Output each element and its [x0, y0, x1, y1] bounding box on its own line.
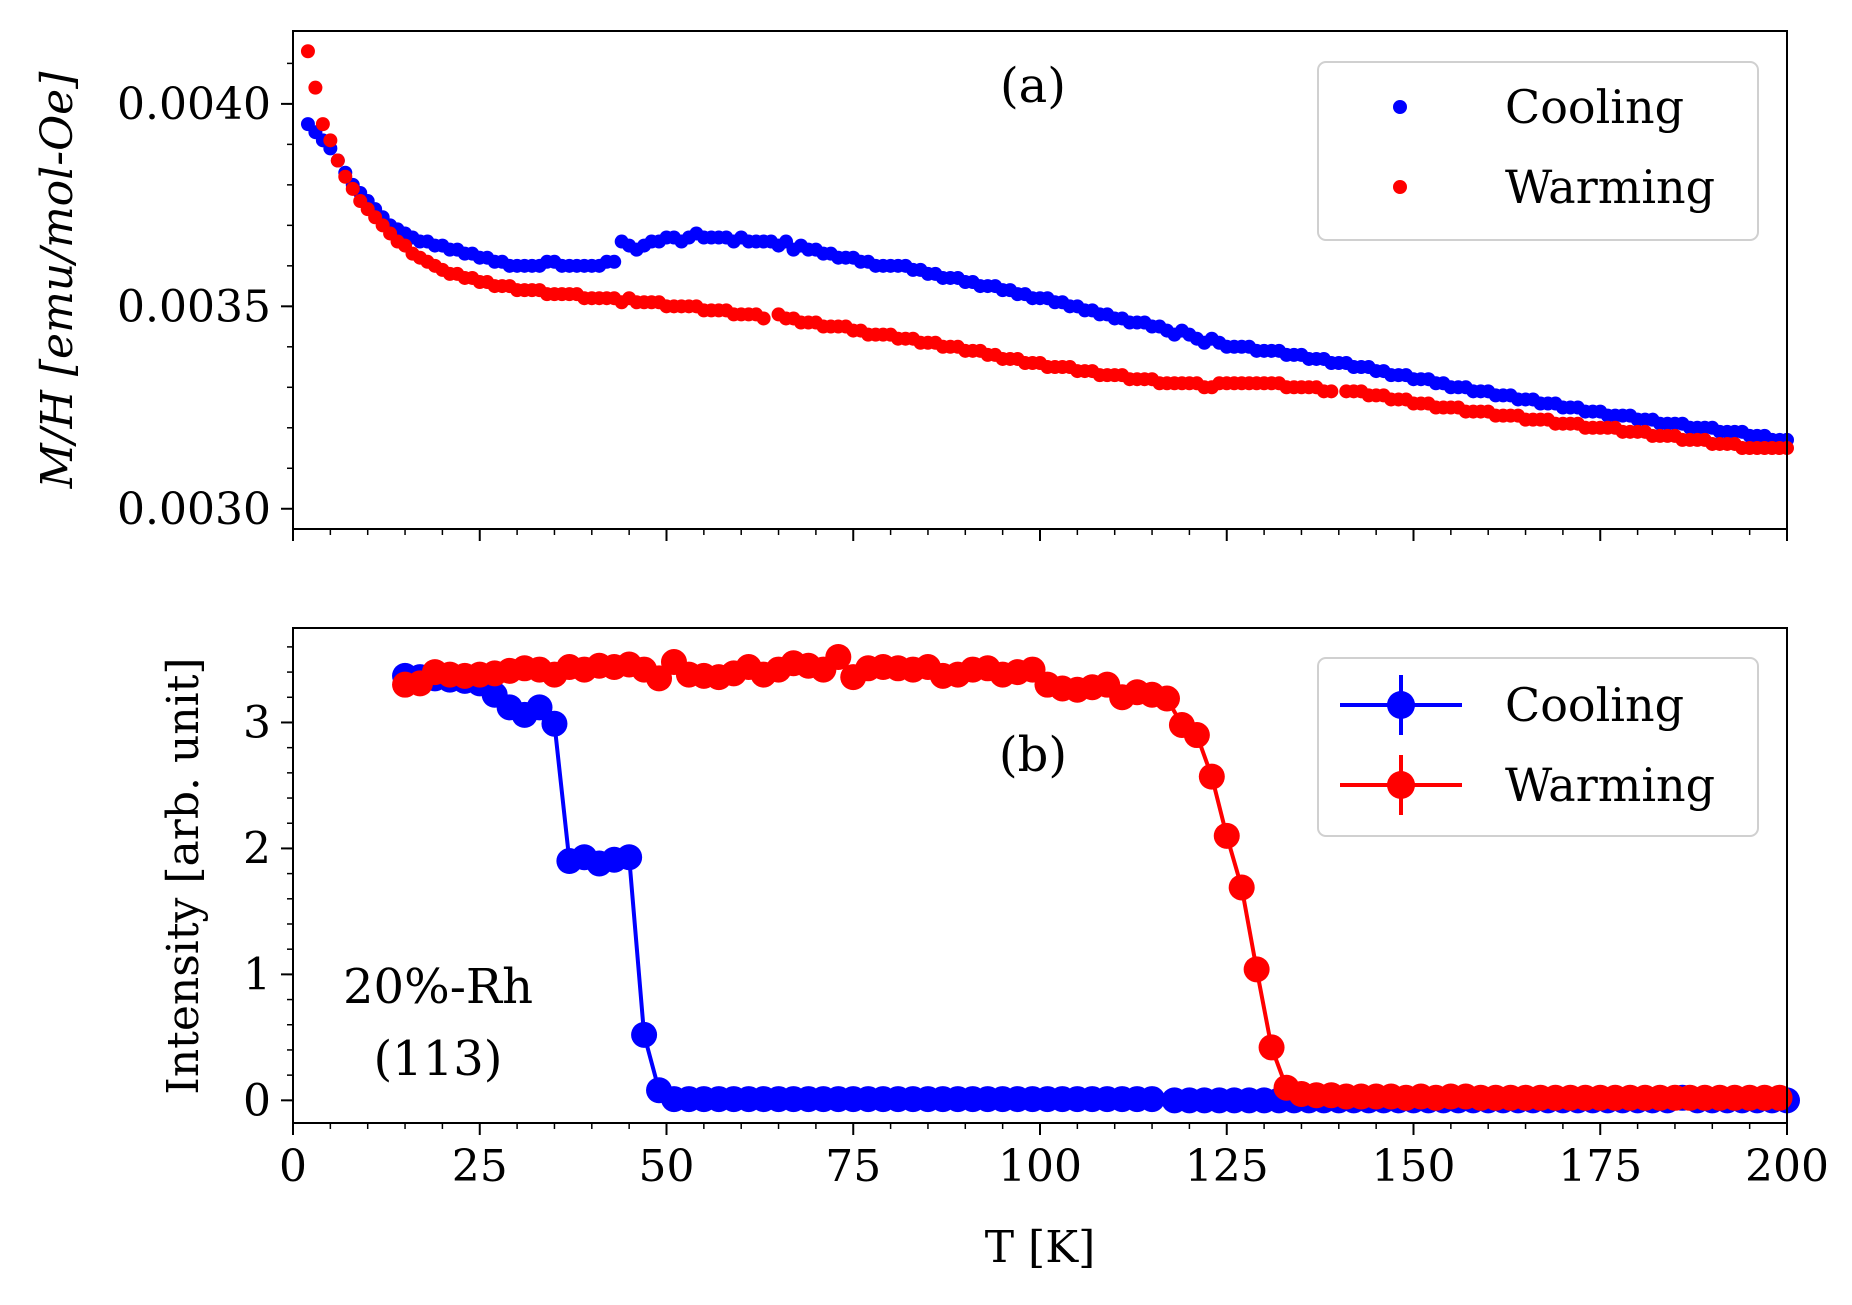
sample-annotation-composition: 20%-Rh	[343, 959, 533, 1015]
data-point-warming	[825, 643, 852, 670]
panel-b-legend-cooling: Cooling	[1505, 678, 1684, 732]
panel-a-label: (a)	[1000, 58, 1066, 114]
panel-b-frame	[292, 627, 1788, 1124]
panel-b-legend-box	[1317, 657, 1759, 837]
panel-a-legend-marker-warming	[1393, 180, 1407, 194]
y-tick-label: 1	[243, 949, 271, 1000]
x-tick-label: 75	[825, 1141, 881, 1192]
panel-a-y-axis-label: M/H [emu/mol-Oe]	[32, 71, 83, 490]
x-axis-label: T [K]	[985, 1222, 1096, 1273]
panel-a-data-points	[300, 44, 1794, 456]
data-point-warming	[1183, 722, 1210, 749]
data-point-warming	[330, 153, 345, 168]
data-point-cooling	[616, 844, 643, 871]
panel-a-legend-cooling: Cooling	[1505, 80, 1684, 134]
data-point-warming	[1198, 763, 1225, 790]
y-tick-label: 0.0040	[117, 79, 271, 130]
panel-a-frame	[292, 30, 1788, 530]
data-point-warming	[1766, 1084, 1793, 1111]
panel-b-ticks: 0 25 50 75 100 125 150 175 200 0 1 2 3	[243, 646, 1829, 1192]
data-point-warming	[756, 311, 771, 326]
y-tick-label: 2	[243, 823, 271, 874]
panel-b-y-axis-label: Intensity [arb. unit]	[158, 657, 209, 1094]
data-point-warming	[1213, 822, 1240, 849]
data-point-cooling	[607, 254, 622, 269]
panel-a-legend-box	[1317, 61, 1759, 241]
x-tick-label: 175	[1558, 1141, 1642, 1192]
data-point-warming	[323, 133, 338, 148]
data-point-warming	[345, 181, 360, 196]
data-point-warming	[1324, 384, 1339, 399]
data-point-cooling	[541, 710, 568, 737]
x-tick-label: 0	[279, 1141, 307, 1192]
data-point-warming	[315, 117, 330, 132]
data-point-warming	[338, 169, 353, 184]
data-point-cooling	[631, 1021, 658, 1048]
x-tick-label: 125	[1185, 1141, 1269, 1192]
panel-b-intensity: 0 25 50 75 100 125 150 175 200 0 1 2 3 Intensity [ar…	[158, 627, 1829, 1273]
panel-a-legend: Cooling Warming	[1317, 61, 1759, 241]
x-tick-label: 25	[452, 1141, 508, 1192]
y-tick-label: 0	[243, 1075, 271, 1126]
data-point-warming	[1243, 956, 1270, 983]
panel-a-legend-marker-cooling	[1393, 100, 1407, 114]
panel-b-legend: Cooling Warming	[1317, 657, 1759, 837]
data-point-warming	[1153, 685, 1180, 712]
x-tick-label: 150	[1372, 1141, 1456, 1192]
y-tick-label: 0.0035	[117, 281, 271, 332]
y-tick-label: 0.0030	[117, 484, 271, 535]
x-tick-label: 50	[639, 1141, 695, 1192]
panel-b-legend-warming: Warming	[1505, 758, 1715, 812]
sample-annotation-reflection: (113)	[373, 1031, 502, 1087]
x-tick-label: 200	[1745, 1141, 1829, 1192]
panel-b-legend-marker-warming	[1387, 771, 1415, 799]
data-point-warming	[1258, 1034, 1285, 1061]
panel-a-legend-warming: Warming	[1505, 160, 1715, 214]
panel-a-ticks: 0.0030 0.0035 0.0040	[117, 62, 1788, 541]
panel-b-legend-marker-cooling	[1387, 691, 1415, 719]
data-point-warming	[308, 80, 323, 95]
data-point-warming	[1228, 874, 1255, 901]
panel-b-data-series	[392, 643, 1800, 1114]
x-tick-label: 100	[998, 1141, 1082, 1192]
data-point-warming	[300, 44, 315, 59]
panel-b-label: (b)	[999, 727, 1067, 783]
y-tick-label: 3	[243, 697, 271, 748]
data-point-cooling	[1139, 1086, 1166, 1113]
